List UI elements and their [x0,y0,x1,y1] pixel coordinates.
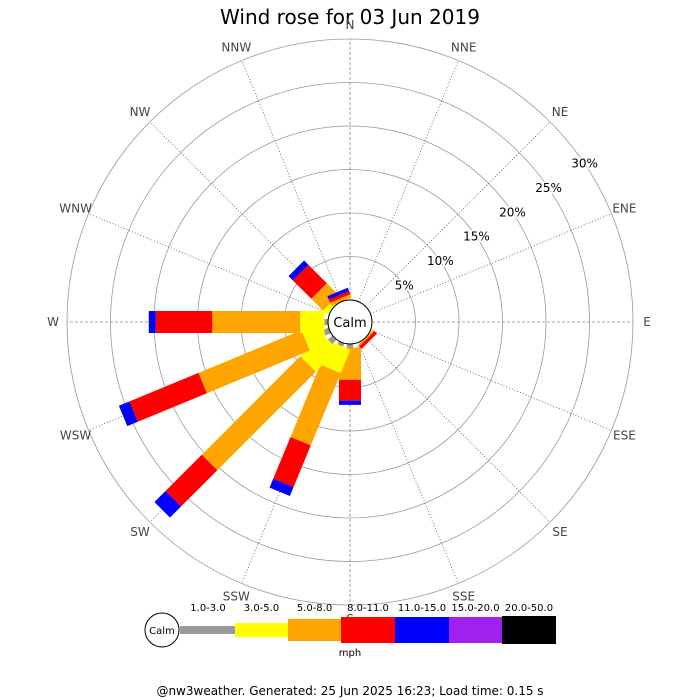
rose-bar-nnw [327,287,350,300]
direction-label: NW [130,105,151,119]
direction-label: E [643,315,651,329]
legend-label: 20.0-50.0 [505,603,553,614]
rose-bar-s [347,344,353,348]
rose-bar-sw [165,454,218,507]
rose-bar-ssw [273,437,311,488]
direction-label: N [346,18,355,32]
rose-bar-nw [311,283,339,311]
rose-bar-w [148,311,156,333]
legend-swatch [180,626,235,634]
rose-bar-w [212,311,301,333]
direction-label: SW [130,525,150,539]
legend-label: 8.0-11.0 [347,603,389,614]
direction-label: W [47,315,59,329]
rose-bar-w [324,319,328,325]
footer-text: @nw3weather. Generated: 25 Jun 2025 16:2… [156,684,544,698]
ring-label: 30% [571,157,598,171]
legend-label: 11.0-15.0 [398,603,446,614]
legend-label: 3.0-5.0 [244,603,279,614]
calm-circle [327,299,373,345]
rose-bar-nw [288,260,309,281]
direction-label: SSW [223,589,250,603]
legend-swatch [235,623,288,637]
rose-bar-wsw [198,330,310,394]
ring-label: 15% [463,230,490,244]
rose-bar-nnw [330,294,352,306]
rose-bar-w [155,311,213,333]
legend-label: 5.0-8.0 [297,603,332,614]
rose-bar-wsw [118,401,138,427]
rose-bar-s [339,400,361,405]
legend-swatch [395,617,449,643]
legend-swatch [341,617,395,643]
legend-calm-label: Calm [149,626,175,637]
direction-label: ENE [612,201,636,215]
rose-bar-sw [201,356,316,471]
rose-bar-ssw [269,478,294,496]
rose-bar-se [359,331,377,349]
legend-label: 15.0-20.0 [451,603,499,614]
units-label: mph [338,648,362,659]
legend-swatch [502,616,556,644]
rose-bar-s [339,379,361,401]
rose-bar-sw [300,334,338,372]
ring-label: 20% [499,205,526,219]
rose-bar-nw [292,264,327,299]
direction-label: ESE [613,429,636,443]
direction-label: SE [552,525,567,539]
rose-bar-se [357,329,375,347]
rose-bar-ssw [337,341,345,347]
legend-swatch [288,619,341,641]
rose-bar-ssw [290,364,341,446]
direction-label: WSW [60,429,91,443]
legend-swatch [449,617,502,643]
legend-label: 1.0-3.0 [190,603,225,614]
rose-bar-w [300,311,325,333]
direction-label: SSE [452,589,475,603]
rose-bar-sw [154,491,181,518]
direction-label: NE [552,105,569,119]
direction-label: WNW [59,201,92,215]
direction-label: NNW [221,41,251,55]
legend-calm-circle [144,612,180,648]
direction-label: NNE [451,41,477,55]
calm-label: Calm [333,316,366,331]
rose-bar-nnw [328,291,351,303]
ring-label: 25% [535,181,562,195]
rose-bar-wsw [129,372,207,422]
chart-title: Wind rose for 03 Jun 2019 [220,5,480,29]
ring-label: 10% [427,254,454,268]
ring-label: 5% [395,278,414,292]
